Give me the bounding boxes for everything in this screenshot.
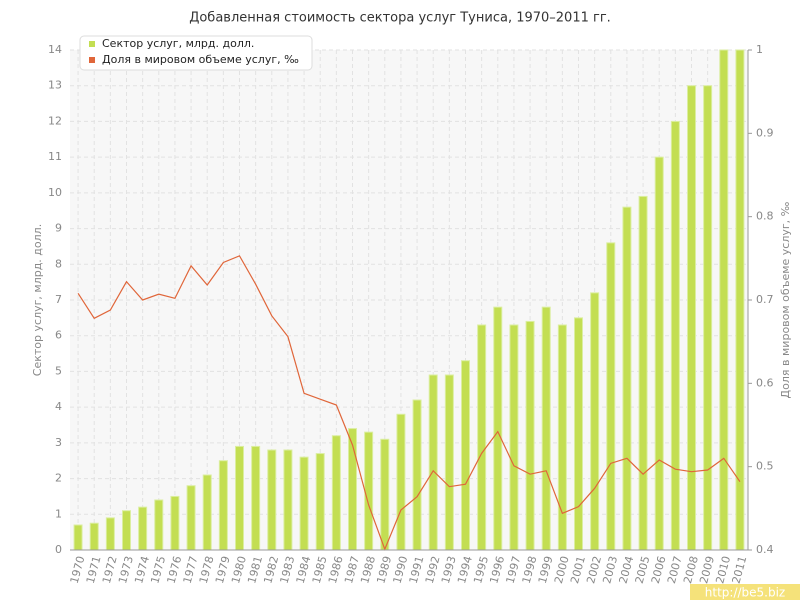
- watermark: http://be5.biz: [705, 586, 785, 600]
- y-tick-label: 10: [48, 186, 62, 199]
- bar: [541, 306, 551, 551]
- bar: [638, 195, 648, 551]
- y-tick-label: 13: [48, 79, 62, 92]
- y2-tick-label: 0.4: [756, 543, 774, 556]
- y-tick-label: 9: [55, 222, 62, 235]
- y-tick-label: 5: [55, 364, 62, 377]
- bar: [396, 413, 406, 551]
- y2-tick-label: 0.9: [756, 126, 774, 139]
- legend-box: [79, 35, 313, 71]
- y-tick-label: 0: [55, 543, 62, 556]
- bar: [477, 324, 487, 551]
- y2-tick-label: 0.8: [756, 210, 774, 223]
- bar: [299, 456, 309, 551]
- y2-tick-label: 1: [756, 43, 763, 56]
- bar: [267, 449, 277, 551]
- bar: [444, 374, 454, 551]
- y-tick-label: 6: [55, 329, 62, 342]
- y2-tick-label: 0.5: [756, 460, 774, 473]
- y2-tick-label: 0.7: [756, 293, 774, 306]
- bar: [218, 460, 228, 551]
- bar: [412, 399, 422, 551]
- chart-title: Добавленная стоимость сектора услуг Туни…: [189, 11, 611, 26]
- y-tick-label: 1: [55, 507, 62, 520]
- bar: [315, 453, 325, 551]
- bar: [170, 495, 180, 551]
- y-tick-label: 7: [55, 293, 62, 306]
- bar: [654, 156, 664, 551]
- bar: [154, 499, 164, 551]
- bar: [202, 474, 212, 551]
- bar: [735, 49, 745, 551]
- bar: [364, 431, 374, 551]
- legend-swatch: [89, 41, 95, 47]
- y-axis-label: Сектор услуг, млрд. долл.: [31, 224, 44, 376]
- bar: [251, 445, 261, 551]
- legend: Сектор услуг, млрд. долл. Доля в мировом …: [79, 35, 313, 71]
- bar: [525, 320, 535, 551]
- y-tick-label: 14: [48, 43, 62, 56]
- y-tick-label: 3: [55, 436, 62, 449]
- y-tick-label: 11: [48, 150, 62, 163]
- y-tick-label: 8: [55, 257, 62, 270]
- marks: [73, 49, 745, 551]
- bar: [380, 438, 390, 551]
- bar: [687, 85, 696, 551]
- y-tick-label: 2: [55, 472, 62, 485]
- y-tick-label: 4: [55, 400, 62, 413]
- legend-swatch: [89, 57, 95, 63]
- bar: [719, 49, 729, 551]
- watermark-bg: [690, 584, 800, 600]
- y2-axis-label: Доля в мировом объеме услуг, ‰: [779, 201, 792, 398]
- bar: [606, 242, 616, 551]
- bar: [105, 517, 115, 551]
- bar: [670, 120, 680, 551]
- bar: [509, 324, 519, 551]
- bar: [703, 85, 713, 551]
- bar: [89, 522, 99, 551]
- line: [77, 255, 741, 551]
- bar: [622, 206, 632, 551]
- bar: [283, 449, 293, 551]
- bar: [235, 445, 244, 551]
- bar: [138, 506, 148, 551]
- legend-label: Доля в мировом объеме услуг, ‰: [102, 53, 299, 66]
- bar: [428, 374, 438, 551]
- bar: [574, 317, 583, 551]
- bar: [493, 306, 503, 551]
- legend-items: Сектор услуг, млрд. долл. Доля в мировом …: [89, 37, 299, 66]
- bar: [461, 360, 470, 551]
- bar: [331, 435, 341, 551]
- y-tick-label: 12: [48, 114, 62, 127]
- bar: [186, 485, 196, 551]
- legend-label: Сектор услуг, млрд. долл.: [102, 37, 254, 50]
- bar: [557, 324, 567, 551]
- bar: [73, 524, 83, 551]
- bar: [122, 510, 131, 551]
- y2-tick-label: 0.6: [756, 376, 774, 389]
- bar: [590, 292, 600, 551]
